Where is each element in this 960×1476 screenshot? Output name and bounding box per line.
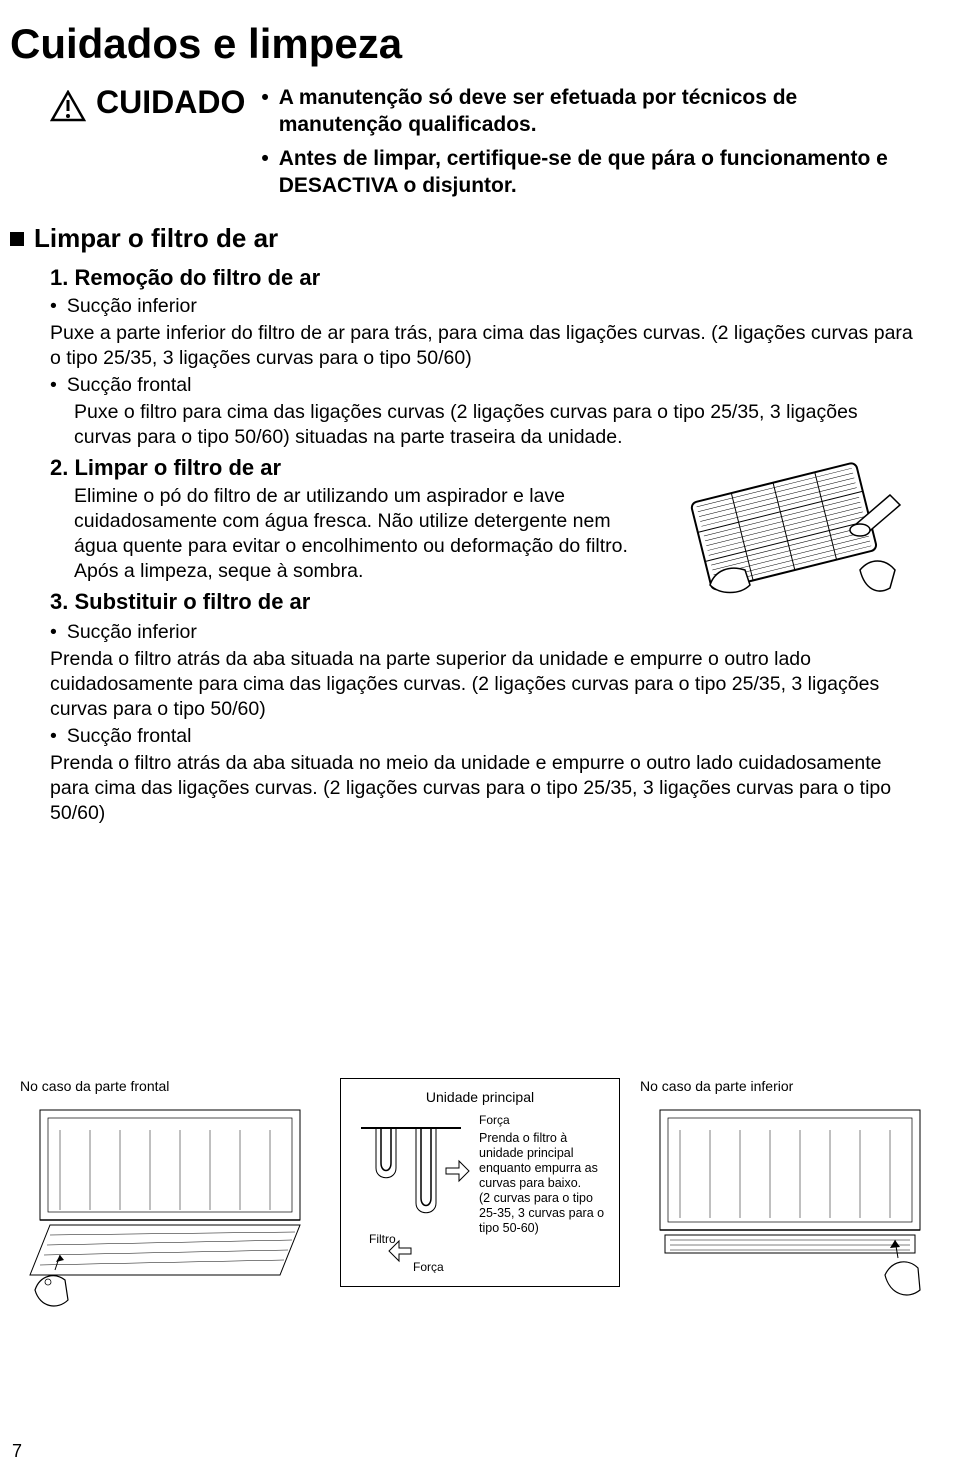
step1-title: 1. Remoção do filtro de ar bbox=[50, 264, 920, 292]
caution-block: CUIDADO •A manutenção só deve ser efetua… bbox=[0, 76, 960, 217]
center-instruction-text: Prenda o filtro à unidade principal enqu… bbox=[479, 1131, 609, 1236]
diagrams-row: No caso da parte frontal Unidade princip… bbox=[20, 1078, 940, 1323]
center-svg: Filtro Força bbox=[351, 1113, 471, 1276]
step2-title: 2. Limpar o filtro de ar bbox=[50, 454, 648, 482]
warning-icon bbox=[50, 90, 86, 127]
square-bullet-icon bbox=[10, 232, 24, 246]
caution-label: CUIDADO bbox=[96, 84, 245, 121]
step3-sub2-label: Sucção frontal bbox=[67, 724, 192, 749]
diagram-inferior: No caso da parte inferior bbox=[640, 1078, 940, 1323]
step1-sub1-text: Puxe a parte inferior do filtro de ar pa… bbox=[50, 321, 920, 371]
diagram-frontal-label: No caso da parte frontal bbox=[20, 1078, 320, 1094]
page-number: 7 bbox=[12, 1441, 22, 1462]
center-title: Unidade principal bbox=[351, 1089, 609, 1105]
step2-text: Elimine o pó do filtro de ar utilizando … bbox=[50, 484, 648, 584]
caution-bullet-2: Antes de limpar, certifique-se de que pá… bbox=[279, 145, 920, 200]
diagram-inferior-label: No caso da parte inferior bbox=[640, 1078, 940, 1094]
section-heading-text: Limpar o filtro de ar bbox=[34, 223, 278, 254]
step3-sub1-text: Prenda o filtro atrás da aba situada na … bbox=[50, 647, 920, 722]
main-content: 1. Remoção do filtro de ar •Sucção infer… bbox=[0, 264, 960, 826]
step3-sub2-text: Prenda o filtro atrás da aba situada no … bbox=[50, 751, 920, 826]
step1-sub2-text: Puxe o filtro para cima das ligações cur… bbox=[50, 400, 920, 450]
caution-bullets: •A manutenção só deve ser efetuada por t… bbox=[261, 84, 920, 205]
force-label-svg-2: Força bbox=[413, 1260, 444, 1273]
caution-bullet-1: A manutenção só deve ser efetuada por té… bbox=[279, 84, 920, 139]
step3-title: 3. Substituir o filtro de ar bbox=[50, 588, 648, 616]
force-label: Força bbox=[479, 1113, 609, 1127]
diagram-frontal: No caso da parte frontal bbox=[20, 1078, 320, 1323]
filter-label-svg: Filtro bbox=[369, 1232, 396, 1246]
diagram-center-detail: Unidade principal Filtro Força Força Pre… bbox=[340, 1078, 620, 1287]
step3-sub1-label: Sucção inferior bbox=[67, 620, 197, 645]
step1-sub1-label: Sucção inferior bbox=[67, 294, 197, 319]
section-heading: Limpar o filtro de ar bbox=[0, 217, 960, 260]
filter-cleaning-illustration bbox=[660, 450, 920, 617]
step1-sub2-label: Sucção frontal bbox=[67, 373, 192, 398]
page-title: Cuidados e limpeza bbox=[0, 0, 960, 76]
